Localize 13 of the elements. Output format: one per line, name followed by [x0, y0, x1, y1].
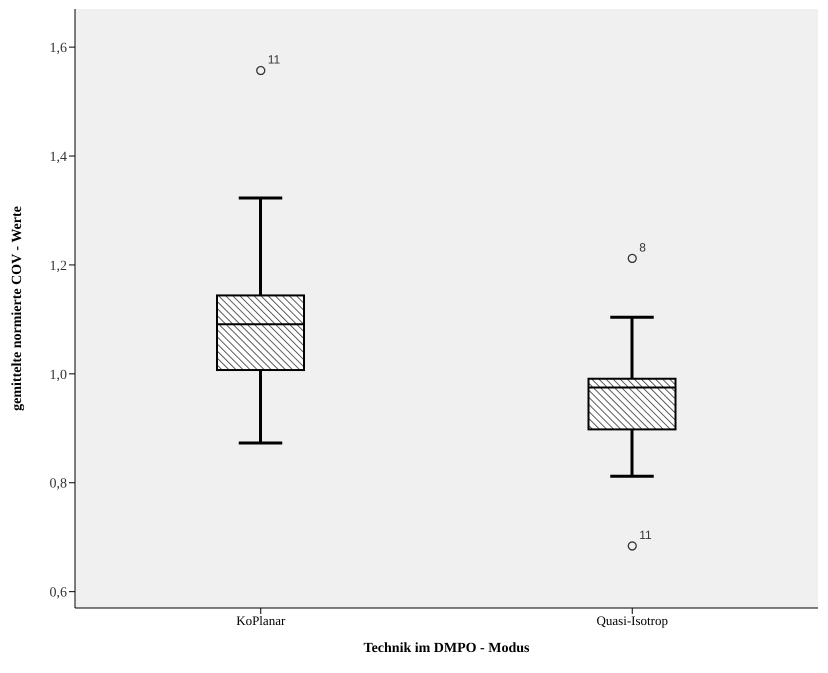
annotation: 11	[639, 528, 652, 542]
x-tick-label: Quasi-Isotrop	[596, 613, 668, 628]
y-axis-title: gemittelte normierte COV - Werte	[10, 206, 25, 411]
y-tick-label: 0,8	[50, 476, 67, 492]
x-tick-label: KoPlanar	[236, 613, 286, 628]
y-tick-label: 1,0	[50, 368, 67, 383]
y-tick-label: 1,6	[50, 41, 67, 56]
x-axis-title: Technik im DMPO - Modus	[364, 641, 530, 656]
y-tick-label: 0,6	[50, 586, 67, 601]
annotation: 8	[639, 240, 646, 254]
annotation: 11	[268, 52, 281, 67]
y-tick-label: 1,4	[50, 150, 67, 165]
y-tick-label: 1,2	[50, 258, 67, 274]
